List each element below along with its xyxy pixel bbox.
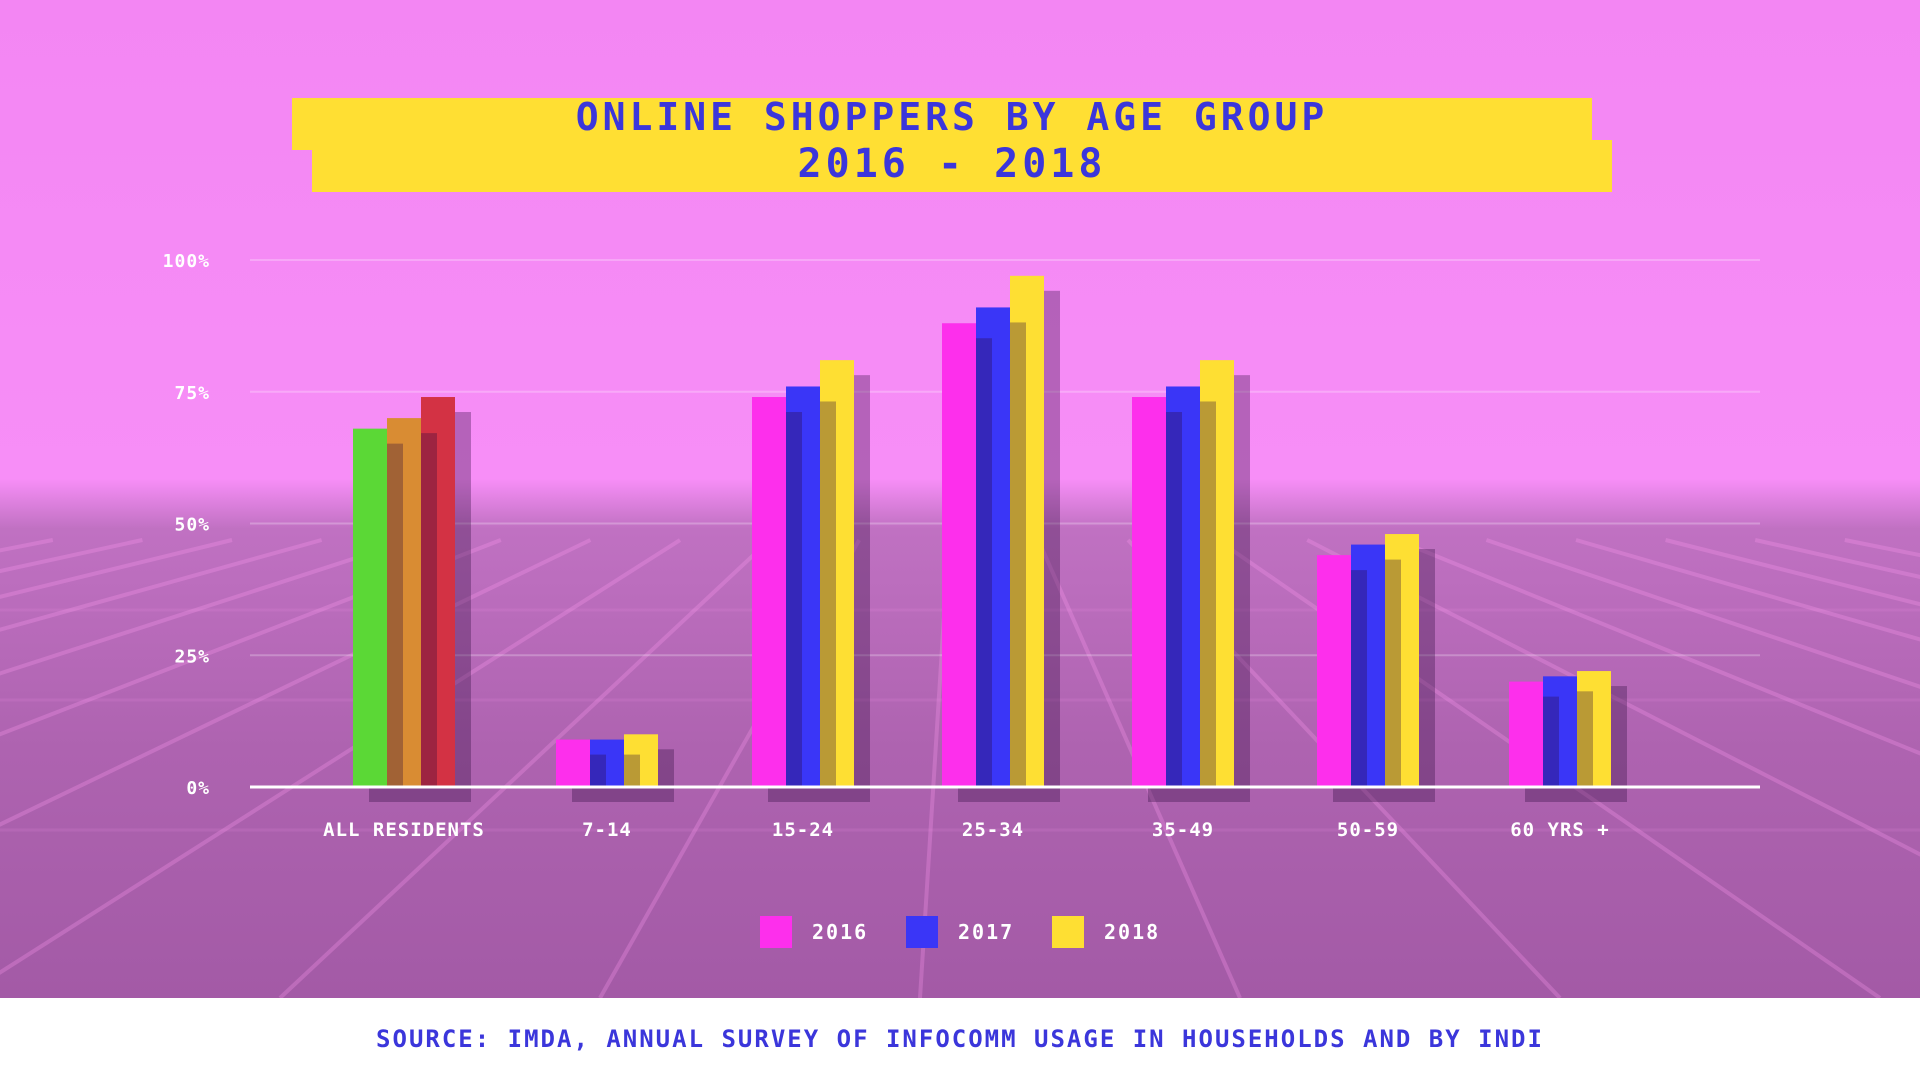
floor-grid-line xyxy=(0,538,323,632)
legend-label-2016: 2016 xyxy=(812,920,869,944)
x-tick-label: 15-24 xyxy=(772,819,834,841)
bar-shadow-overlap xyxy=(590,754,606,787)
title-band-bottom xyxy=(312,140,1612,192)
x-tick-label: 25-34 xyxy=(962,819,1024,841)
legend-item-2017: 2017 xyxy=(906,916,1014,948)
bar-2016 xyxy=(353,428,387,787)
bar-2017 xyxy=(1543,676,1577,787)
bar-2018 xyxy=(1200,360,1234,787)
floor-grid-line xyxy=(0,538,682,975)
bar-group-60-yrs-: 60 YRS + xyxy=(1509,671,1627,841)
bar-2017 xyxy=(786,386,820,787)
bar-2017 xyxy=(387,418,421,787)
bar-2018 xyxy=(1010,275,1044,787)
source-note: SOURCE: IMDA, ANNUAL SURVEY OF INFOCOMM … xyxy=(376,1025,1544,1053)
bar-shadow-overlap xyxy=(624,754,640,787)
legend-swatch-2018 xyxy=(1052,916,1084,948)
y-tick-label: 25% xyxy=(174,646,210,667)
floor-grid-line xyxy=(1485,538,1920,689)
bar-shadow-overlap xyxy=(1385,559,1401,787)
bar-group-50-59: 50-59 xyxy=(1317,534,1435,841)
bar-2018 xyxy=(1577,671,1611,787)
legend-swatch-2016 xyxy=(760,916,792,948)
bar-shadow-overlap xyxy=(976,338,992,787)
bar-2017 xyxy=(1351,544,1385,787)
bar-2016 xyxy=(556,739,590,787)
bar-2016 xyxy=(1132,397,1166,787)
floor-grid-line xyxy=(0,538,502,737)
bar-shadow-overlap xyxy=(820,401,836,787)
floor-grid-lines xyxy=(0,538,1920,998)
floor-grid-line xyxy=(1575,538,1920,642)
bar-2018 xyxy=(1385,534,1419,787)
legend-label-2018: 2018 xyxy=(1104,920,1161,944)
bar-shadow-overlap xyxy=(786,412,802,787)
x-tick-label: 7-14 xyxy=(582,819,632,841)
bar-group-15-24: 15-24 xyxy=(752,360,870,841)
perspective-grid-floor xyxy=(0,538,1920,998)
bar-2018 xyxy=(421,397,455,787)
y-tick-label: 100% xyxy=(163,251,210,272)
bar-shadow-overlap xyxy=(421,433,437,787)
bar-2018 xyxy=(624,734,658,787)
floor-grid-line xyxy=(1306,538,1920,857)
bar-2017 xyxy=(976,307,1010,787)
x-tick-label: ALL RESIDENTS xyxy=(323,819,485,841)
bar-shadow-overlap xyxy=(387,443,403,787)
y-axis: 100% 75% 50% 25% 0% xyxy=(163,251,210,799)
bar-group-25-34: 25-34 xyxy=(942,275,1060,841)
x-tick-label: 60 YRS + xyxy=(1510,819,1610,841)
legend-item-2016: 2016 xyxy=(760,916,868,948)
legend-swatch-2017 xyxy=(906,916,938,948)
y-tick-label: 75% xyxy=(174,383,210,404)
bar-2016 xyxy=(752,397,786,787)
bar-group-35-49: 35-49 xyxy=(1132,360,1250,841)
chart-title: ONLINE SHOPPERS BY AGE GROUP xyxy=(575,95,1329,139)
x-tick-label: 35-49 xyxy=(1152,819,1214,841)
chart-subtitle: 2016 - 2018 xyxy=(797,141,1107,187)
bar-shadow-overlap xyxy=(1200,401,1216,787)
y-tick-label: 50% xyxy=(174,515,210,536)
bar-shadow-overlap xyxy=(1577,691,1593,787)
chart-panel: ONLINE SHOPPERS BY AGE GROUP 2016 - 2018… xyxy=(0,0,1920,998)
bar-2018 xyxy=(820,360,854,787)
bar-shadow-overlap xyxy=(1010,322,1026,787)
bar-shadow-overlap xyxy=(1543,696,1559,787)
bar-2017 xyxy=(590,739,624,787)
bar-shadow-overlap xyxy=(1351,570,1367,787)
floor-grid-line xyxy=(278,538,771,998)
x-tick-label: 50-59 xyxy=(1337,819,1399,841)
floor-grid-line xyxy=(0,538,412,676)
legend-item-2018: 2018 xyxy=(1052,916,1160,948)
bar-chart: 100% 75% 50% 25% 0% ALL RESIDENTS 7-14 15-24 25-… xyxy=(163,251,1627,841)
bar-group-all-residents: ALL RESIDENTS xyxy=(323,397,485,841)
bar-2016 xyxy=(1317,555,1351,787)
bar-group-7-14: 7-14 xyxy=(556,734,674,841)
bar-2016 xyxy=(1509,681,1543,787)
bar-shadow-overlap xyxy=(1166,412,1182,787)
bar-2016 xyxy=(942,323,976,787)
bar-2017 xyxy=(1166,386,1200,787)
floor-grid-line xyxy=(1396,538,1920,756)
y-tick-label: 0% xyxy=(186,778,210,799)
legend-label-2017: 2017 xyxy=(958,920,1015,944)
